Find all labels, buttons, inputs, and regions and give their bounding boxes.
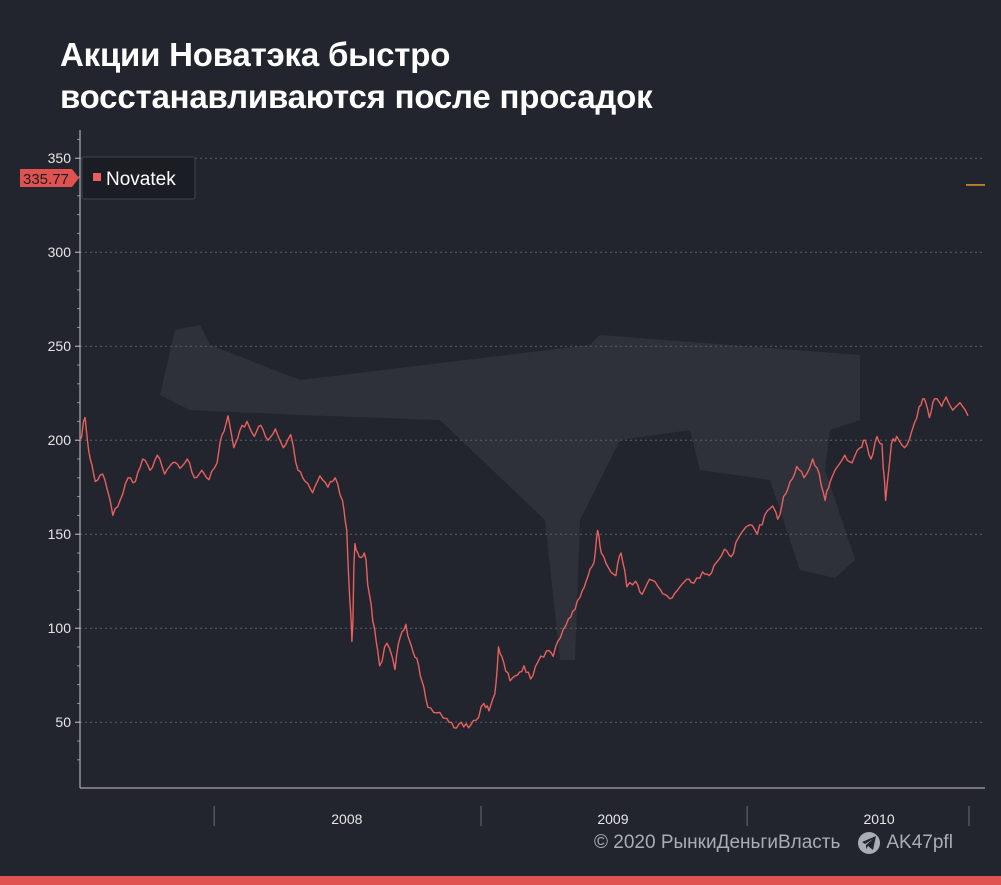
- x-tick-label-2009: 2009: [597, 811, 628, 827]
- chart-title-line-2: восстанавливаются после просадок: [60, 78, 653, 115]
- chart-title: Акции Новатэка быстро восстанавливаются …: [60, 34, 653, 118]
- copyright-text: © 2020 РынкиДеньгиВласть: [594, 832, 841, 853]
- last-value-tag-shape: [20, 169, 79, 187]
- rifle-watermark: [160, 325, 860, 660]
- y-tick-label-250: 250: [48, 338, 72, 354]
- y-tick-label-150: 150: [48, 526, 72, 542]
- x-tick-label-2010: 2010: [863, 811, 894, 827]
- grid-lines: [80, 157, 985, 723]
- series-line-novatek: [79, 396, 969, 729]
- y-tick-label-300: 300: [48, 244, 72, 260]
- legend-label-novatek: Novatek: [106, 169, 176, 190]
- accent-bar: [0, 876, 1001, 885]
- y-tick-label-200: 200: [48, 432, 72, 448]
- y-tick-label-100: 100: [48, 620, 72, 636]
- axes: 50 100 150 200 250 300 350 2008 2009 2010: [48, 130, 985, 827]
- series-layer: [79, 184, 985, 729]
- footer-credits: © 2020 РынкиДеньгиВласть AK47pfl: [594, 832, 953, 854]
- channel-name: AK47pfl: [886, 832, 953, 853]
- legend-swatch: [93, 173, 101, 181]
- last-value-tag: 335.77: [20, 169, 79, 188]
- x-tick-label-2008: 2008: [331, 811, 362, 827]
- last-value-label: 335.77: [23, 171, 69, 188]
- y-tick-label-350: 350: [48, 150, 72, 166]
- telegram-icon: [858, 832, 881, 854]
- chart-title-line-1: Акции Новатэка быстро: [60, 36, 451, 73]
- y-tick-label-50: 50: [55, 714, 71, 730]
- legend: Novatek: [81, 156, 196, 200]
- legend-box: [81, 156, 196, 200]
